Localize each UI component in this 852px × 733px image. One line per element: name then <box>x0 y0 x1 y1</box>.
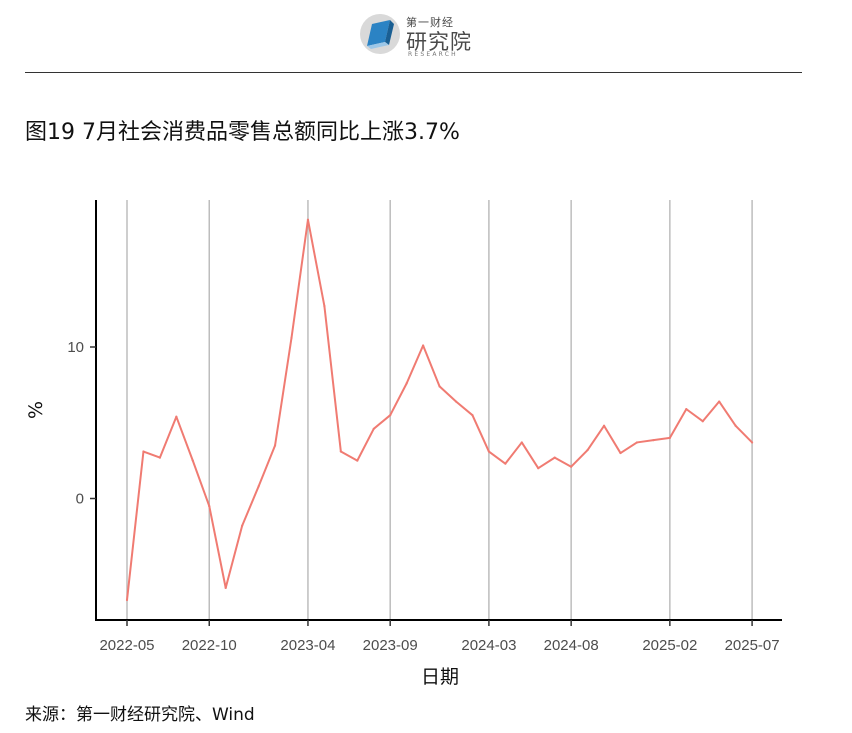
data-point-2024-12 <box>635 441 639 444</box>
data-point-2023-05 <box>323 305 326 308</box>
y-tick-label-10: 10 <box>67 339 84 356</box>
logo-text-main: 研究院 <box>406 30 472 54</box>
data-point-2025-01 <box>652 439 655 442</box>
chart-title: 图19 7月社会消费品零售总额同比上涨3.7% <box>25 120 460 145</box>
y-axis-label: % <box>25 401 47 419</box>
data-point-2025-05 <box>718 400 721 403</box>
source-note: 来源：第一财经研究院、Wind <box>25 705 255 725</box>
data-point-2023-01 <box>257 485 260 488</box>
data-point-2024-06 <box>537 467 540 470</box>
x-tick-label-2025-07: 2025-07 <box>725 637 780 654</box>
data-point-2024-08 <box>570 465 573 468</box>
x-tick-label-2024-08: 2024-08 <box>544 637 599 654</box>
data-point-2024-07 <box>553 456 556 459</box>
data-point-2024-09 <box>586 448 589 452</box>
data-point-2024-02 <box>471 414 474 417</box>
x-tick-label-2025-02: 2025-02 <box>642 637 697 654</box>
data-point-2022-10 <box>208 504 211 508</box>
x-ticks: 2022-05 2022-10 2023-04 2023-09 2024-03 2024-… <box>99 620 780 654</box>
series-points <box>125 218 754 602</box>
x-tick-label-2023-09: 2023-09 <box>363 637 418 654</box>
data-point-2024-04 <box>504 462 507 465</box>
x-tick-label-2024-03: 2024-03 <box>461 637 516 654</box>
data-point-2022-11 <box>224 586 227 589</box>
data-point-2022-05 <box>125 598 129 602</box>
data-point-2024-03 <box>487 450 490 453</box>
logo-text-sub: RESEARCH <box>408 51 458 58</box>
data-point-2022-06 <box>142 450 145 453</box>
x-tick-label-2022-10: 2022-10 <box>182 637 237 654</box>
logo-text-top: 第一财经 <box>406 16 454 29</box>
series-line <box>126 218 753 601</box>
brand-logo: 第一财经 研究院 RESEARCH <box>358 10 478 60</box>
data-point-2023-07 <box>356 459 359 462</box>
data-point-2023-11 <box>422 344 425 347</box>
data-point-2025-04 <box>701 420 704 423</box>
data-point-2022-08 <box>175 415 178 418</box>
data-point-2025-07 <box>751 441 754 444</box>
data-point-2022-09 <box>191 459 194 462</box>
data-point-2023-09 <box>389 414 392 417</box>
y-tick-label-0: 0 <box>76 491 84 508</box>
grid-lines <box>126 200 753 620</box>
data-point-2024-01 <box>454 400 458 403</box>
x-tick-label-2023-04: 2023-04 <box>280 637 335 654</box>
data-point-2025-03 <box>685 408 688 411</box>
data-point-2022-07 <box>158 456 161 459</box>
data-point-2023-12 <box>438 385 441 388</box>
data-point-2025-06 <box>734 424 737 427</box>
data-point-2023-03 <box>290 336 293 340</box>
data-point-2023-08 <box>372 427 375 430</box>
data-point-2023-10 <box>405 382 408 385</box>
data-point-2023-04 <box>306 218 310 221</box>
y-ticks: 0 10 <box>67 339 96 508</box>
data-point-2023-02 <box>273 444 277 447</box>
x-axis-label: 日期 <box>421 666 459 688</box>
data-point-2022-12 <box>241 524 244 527</box>
data-point-2024-11 <box>619 451 622 455</box>
data-point-2025-02 <box>668 436 671 439</box>
x-tick-label-2022-05: 2022-05 <box>99 637 154 654</box>
data-point-2023-06 <box>339 450 342 453</box>
book-cube-icon <box>360 14 400 54</box>
data-point-2024-10 <box>602 424 606 427</box>
data-point-2024-05 <box>520 441 523 444</box>
header-divider <box>25 72 802 73</box>
